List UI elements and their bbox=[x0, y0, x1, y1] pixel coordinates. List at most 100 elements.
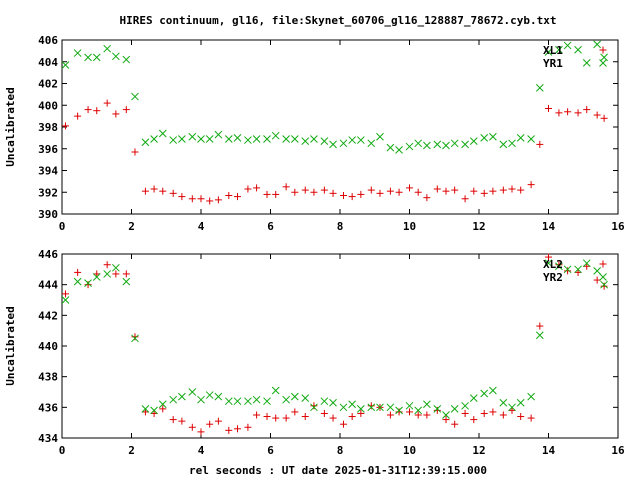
point-xl2 bbox=[150, 409, 158, 417]
point-xl2 bbox=[244, 423, 252, 431]
point-yr2 bbox=[386, 403, 395, 412]
point-yr2 bbox=[433, 405, 442, 413]
point-xl1 bbox=[263, 190, 271, 198]
point-xl2 bbox=[74, 268, 82, 276]
x-tick-label: 12 bbox=[472, 444, 485, 457]
point-yr2 bbox=[205, 391, 214, 399]
point-xl2 bbox=[517, 413, 525, 421]
legend-label-xl2: XL2 bbox=[543, 258, 563, 271]
point-yr2 bbox=[224, 397, 233, 406]
point-yr1 bbox=[150, 135, 158, 143]
point-yr1 bbox=[84, 53, 92, 62]
point-xl2 bbox=[367, 402, 375, 410]
y-tick-label: 438 bbox=[38, 371, 58, 384]
point-xl2 bbox=[470, 416, 478, 424]
point-yr2 bbox=[92, 273, 101, 281]
point-xl1 bbox=[214, 196, 222, 204]
point-xl1 bbox=[93, 107, 101, 115]
point-yr2 bbox=[527, 392, 535, 401]
point-xl1 bbox=[489, 187, 497, 195]
x-tick-label: 4 bbox=[198, 220, 205, 233]
bottom-legend: XL2 YR2 bbox=[543, 258, 607, 284]
x-tick-label: 12 bbox=[472, 220, 485, 233]
chart-title: HIRES continuum, gl16, file:Skynet_60706… bbox=[119, 14, 556, 27]
point-yr2 bbox=[499, 398, 508, 407]
point-xl2 bbox=[555, 261, 563, 269]
top-y-ticks: 390 392 394 396 398 400 402 404 406 bbox=[38, 34, 618, 221]
point-xl2 bbox=[188, 423, 196, 431]
point-xl2 bbox=[574, 268, 582, 276]
point-xl2 bbox=[61, 290, 69, 298]
x-tick-label: 16 bbox=[611, 220, 625, 233]
point-yr1 bbox=[535, 83, 544, 92]
legend-sample-yr1 bbox=[599, 59, 607, 67]
point-xl1 bbox=[414, 188, 422, 196]
point-xl1 bbox=[339, 192, 347, 200]
point-yr1 bbox=[376, 132, 384, 141]
point-xl2 bbox=[536, 322, 544, 330]
point-yr1 bbox=[469, 137, 478, 145]
y-tick-label: 442 bbox=[38, 309, 58, 322]
x-tick-label: 0 bbox=[59, 220, 66, 233]
x-tick-label: 2 bbox=[128, 444, 135, 457]
point-xl2 bbox=[583, 262, 591, 270]
point-yr2 bbox=[252, 395, 261, 404]
point-xl2 bbox=[93, 270, 101, 278]
point-yr1 bbox=[301, 137, 310, 145]
x-tick-label: 6 bbox=[267, 444, 274, 457]
point-yr2 bbox=[508, 403, 516, 412]
point-yr1 bbox=[103, 44, 112, 53]
point-xl2 bbox=[600, 282, 608, 290]
point-xl1 bbox=[188, 195, 196, 203]
y-tick-label: 398 bbox=[38, 121, 58, 134]
point-yr2 bbox=[593, 267, 602, 275]
point-xl1 bbox=[386, 187, 394, 195]
point-yr1 bbox=[574, 45, 582, 54]
point-xl1 bbox=[253, 184, 261, 192]
point-yr1 bbox=[395, 145, 403, 154]
point-yr1 bbox=[122, 55, 131, 64]
y-tick-label: 436 bbox=[38, 401, 58, 414]
point-yr2 bbox=[244, 397, 252, 406]
point-yr2 bbox=[197, 395, 205, 404]
point-xl1 bbox=[555, 109, 563, 117]
point-xl1 bbox=[470, 187, 478, 195]
point-yr1 bbox=[244, 136, 252, 144]
point-xl1 bbox=[178, 193, 186, 201]
point-xl1 bbox=[141, 187, 149, 195]
point-yr2 bbox=[271, 386, 280, 395]
point-yr2 bbox=[582, 259, 591, 268]
point-xl1 bbox=[244, 185, 252, 193]
point-xl2 bbox=[141, 408, 149, 416]
point-yr1 bbox=[320, 137, 329, 145]
x-tick-label: 4 bbox=[198, 444, 205, 457]
point-xl1 bbox=[480, 189, 488, 197]
x-axis-label: rel seconds : UT date 2025-01-31T12:39:1… bbox=[189, 464, 487, 477]
y-tick-label: 406 bbox=[38, 34, 58, 47]
point-xl1 bbox=[600, 114, 608, 122]
bottom-x-ticks: 0 2 4 6 8 10 12 14 16 bbox=[59, 254, 625, 457]
point-yr1 bbox=[271, 131, 280, 140]
top-panel: Uncalibrated 0 2 4 6 8 10 12 14 16 3903923943963… bbox=[4, 34, 625, 233]
point-yr2 bbox=[469, 394, 478, 402]
point-yr1 bbox=[310, 135, 318, 143]
point-xl2 bbox=[214, 417, 222, 425]
x-tick-label: 16 bbox=[611, 444, 625, 457]
point-yr2 bbox=[367, 403, 376, 412]
top-ylabel: Uncalibrated bbox=[4, 87, 17, 166]
point-xl1 bbox=[593, 111, 601, 119]
point-yr2 bbox=[103, 270, 112, 278]
x-tick-label: 6 bbox=[267, 220, 274, 233]
point-xl1 bbox=[564, 108, 572, 116]
point-xl2 bbox=[423, 411, 431, 419]
point-yr2 bbox=[178, 392, 186, 401]
point-yr2 bbox=[329, 398, 337, 407]
point-yr1 bbox=[508, 139, 516, 148]
point-xl2 bbox=[489, 408, 497, 416]
legend-label-yr1: YR1 bbox=[543, 57, 563, 70]
point-yr1 bbox=[348, 136, 357, 144]
point-yr2 bbox=[169, 395, 178, 404]
y-tick-label: 444 bbox=[38, 279, 58, 292]
point-xl1 bbox=[282, 183, 290, 191]
point-xl2 bbox=[169, 416, 177, 424]
